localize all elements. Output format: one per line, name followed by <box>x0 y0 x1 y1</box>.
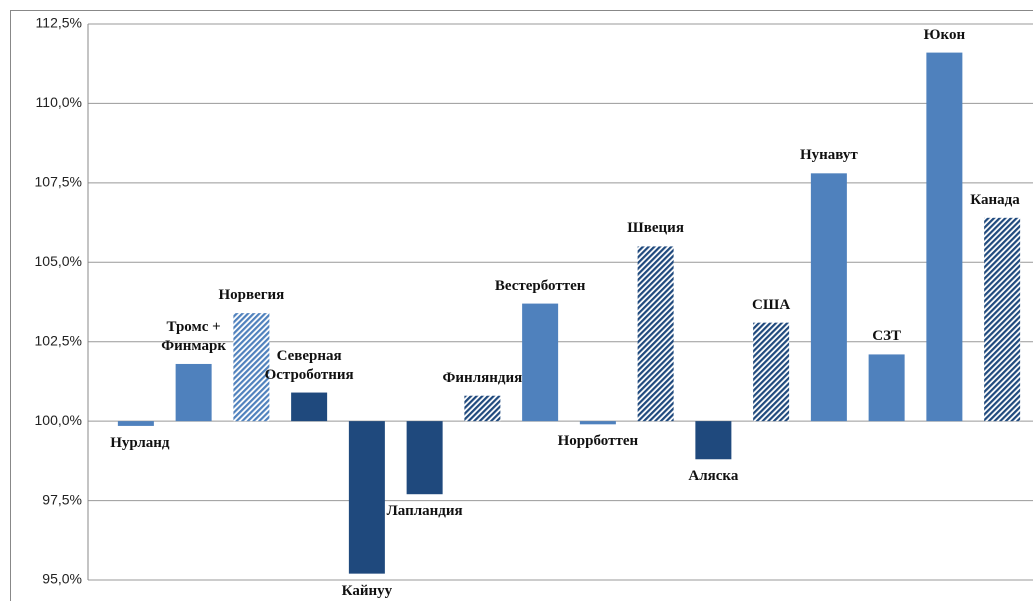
category-label: Юкон <box>923 26 966 43</box>
y-tick-label: 95,0% <box>42 571 82 587</box>
category-label: Норвегия <box>218 287 285 304</box>
bar <box>810 173 847 422</box>
bar <box>579 421 616 425</box>
y-tick-label: 100,0% <box>35 412 82 428</box>
category-label: Вестерботтен <box>494 277 586 294</box>
category-label: Нунавут <box>799 147 858 164</box>
bar <box>117 421 154 426</box>
category-label: США <box>752 296 791 313</box>
y-tick-label: 102,5% <box>35 332 82 348</box>
category-label: Канада <box>970 191 1020 208</box>
bar <box>868 354 905 422</box>
category-label: Финляндия <box>442 369 523 386</box>
bar <box>464 395 501 422</box>
category-label: Швеция <box>627 220 684 237</box>
y-tick-label: 107,5% <box>35 174 82 190</box>
category-label: Нурланд <box>110 434 170 451</box>
bar <box>348 421 385 574</box>
bar <box>926 52 963 422</box>
category-label: СЗТ <box>872 328 902 345</box>
category-label: Лапландия <box>386 503 463 520</box>
y-tick-label: 112,5% <box>36 15 82 31</box>
category-label: Тромс + Финмарк <box>161 318 227 354</box>
y-tick-label: 97,5% <box>42 491 82 507</box>
bar <box>291 392 328 422</box>
y-tick-label: 110,0% <box>36 94 82 110</box>
category-label: Кайнуу <box>341 582 393 599</box>
category-label: Аляска <box>688 468 739 485</box>
bar <box>695 421 732 460</box>
category-label: Норрботтен <box>557 433 639 450</box>
chart-frame <box>10 10 1033 601</box>
bar <box>406 421 443 495</box>
bar <box>522 303 559 422</box>
bar <box>175 363 212 422</box>
category-label: Северная Остроботния <box>264 347 354 383</box>
y-tick-label: 105,0% <box>35 253 82 269</box>
bar <box>984 217 1021 422</box>
bar <box>233 313 270 422</box>
bar <box>637 246 674 422</box>
bar <box>753 322 790 422</box>
